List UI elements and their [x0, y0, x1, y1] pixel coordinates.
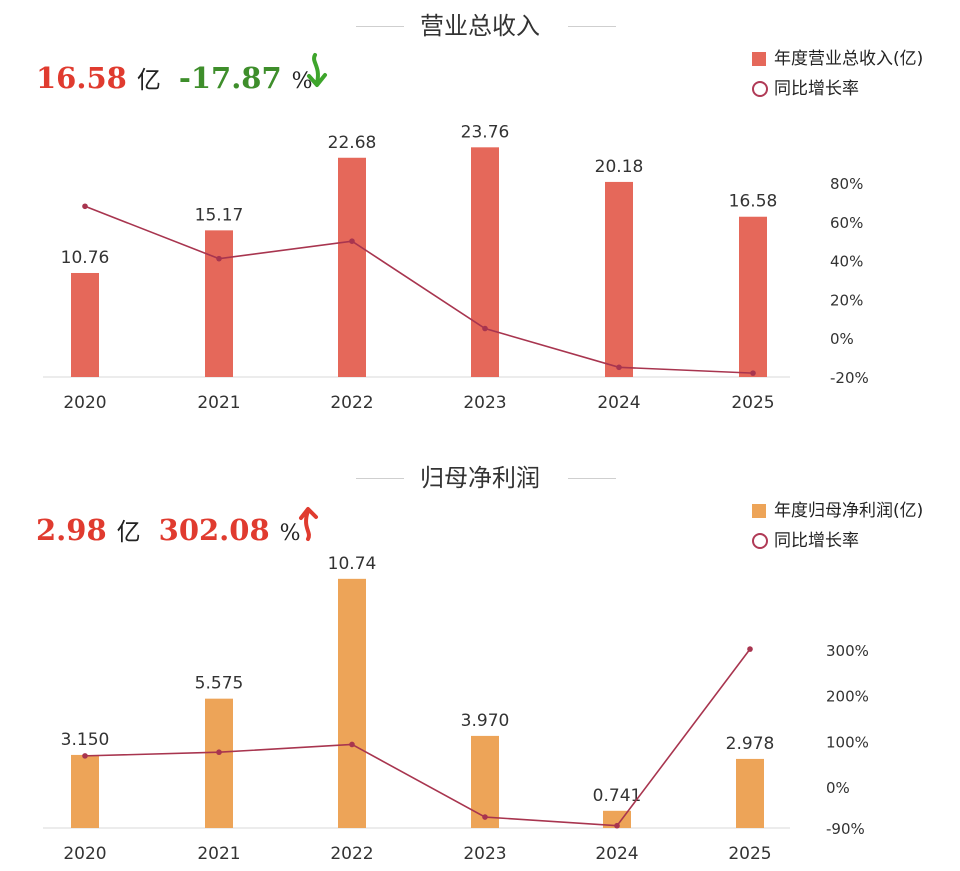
down-arrow-icon — [307, 53, 327, 87]
y2-tick-label: 0% — [830, 330, 854, 348]
growth-line — [84, 205, 754, 374]
y2-tick-label: 40% — [830, 253, 863, 271]
growth-point — [614, 822, 620, 829]
legend-line-label: 同比增长率 — [774, 531, 859, 551]
kpi-value: 16.58 — [36, 61, 127, 95]
up-arrow-icon — [299, 507, 318, 541]
revenue-title-row: 营业总收入 — [0, 6, 960, 46]
legend-item-line: 同比增长率 — [752, 526, 923, 556]
x-tick-label: 2024 — [597, 393, 640, 413]
bar — [71, 272, 99, 377]
bar-data-label: 0.741 — [593, 786, 642, 806]
x-tick-label: 2020 — [63, 393, 106, 413]
legend-bar-label: 年度归母净利润(亿) — [774, 501, 924, 521]
profit-kpi: 2.98 亿 302.08% — [36, 512, 301, 547]
x-tick-label: 2023 — [463, 844, 506, 864]
growth-point — [349, 238, 355, 244]
legend-bar-label: 年度营业总收入(亿) — [774, 49, 924, 69]
revenue-legend: 年度营业总收入(亿) 同比增长率 — [752, 44, 923, 104]
legend-line-swatch — [752, 81, 768, 97]
growth-point — [349, 741, 355, 748]
y2-tick-label: 20% — [830, 291, 863, 309]
growth-point — [482, 814, 488, 820]
growth-line — [84, 648, 751, 827]
legend-line-swatch — [752, 533, 768, 549]
growth-point — [616, 364, 622, 371]
legend-item-bar: 年度归母净利润(亿) — [752, 496, 923, 526]
bar — [739, 216, 767, 377]
y2-tick-label: -90% — [826, 820, 865, 838]
revenue-panel: 营业总收入 16.58 亿 -17.87% 年度营业总收入(亿) 同比增长率 10.… — [0, 0, 960, 430]
kpi-unit: 亿 — [116, 518, 141, 546]
bar-data-label: 5.575 — [195, 674, 244, 694]
bar-data-label: 10.74 — [328, 554, 377, 574]
x-tick-label: 2021 — [197, 844, 240, 864]
x-tick-label: 2022 — [330, 393, 373, 413]
x-tick-label: 2023 — [463, 393, 506, 413]
legend-bar-swatch — [752, 504, 766, 518]
bar — [205, 230, 233, 377]
profit-chart: 3.150 5.575 10.74 3.970 0.741 2.978 2020 2021 20… — [43, 554, 869, 864]
page-title: 归母净利润 — [420, 464, 540, 492]
growth-point — [482, 325, 488, 332]
legend-line-label: 同比增长率 — [774, 79, 859, 99]
title-divider-left — [356, 26, 404, 27]
bar — [205, 698, 233, 828]
bar — [71, 754, 99, 828]
y2-tick-label: -20% — [830, 369, 869, 387]
x-tick-label: 2025 — [728, 844, 771, 864]
bar — [338, 157, 366, 377]
bar — [471, 147, 499, 377]
profit-legend: 年度归母净利润(亿) 同比增长率 — [752, 496, 923, 556]
bar-data-label: 20.18 — [595, 157, 644, 177]
title-divider-right — [568, 478, 616, 479]
growth-point — [750, 370, 756, 376]
page-title: 营业总收入 — [420, 12, 540, 40]
legend-bar-swatch — [752, 52, 766, 66]
y2-tick-label: 60% — [830, 214, 863, 232]
x-tick-label: 2022 — [330, 844, 373, 864]
growth-point — [82, 203, 88, 210]
title-divider-left — [356, 478, 404, 479]
bar-data-label: 15.17 — [195, 205, 244, 225]
legend-item-bar: 年度营业总收入(亿) — [752, 44, 923, 74]
kpi-change: -17.87 — [178, 61, 282, 95]
growth-point — [216, 749, 222, 756]
bar — [338, 578, 366, 828]
legend-item-line: 同比增长率 — [752, 74, 923, 104]
bar-data-label: 22.68 — [328, 133, 377, 153]
bar-data-label: 3.150 — [61, 730, 110, 750]
profit-panel: 归母净利润 2.98 亿 302.08% 年度归母净利润(亿) 同比增长率 3.15… — [0, 430, 960, 871]
growth-point — [82, 753, 88, 759]
profit-title-row: 归母净利润 — [0, 458, 960, 498]
bar-data-label: 10.76 — [61, 248, 110, 268]
title-divider-right — [568, 26, 616, 27]
y2-tick-label: 200% — [826, 688, 869, 706]
kpi-value: 2.98 — [36, 513, 107, 547]
x-tick-label: 2021 — [197, 393, 240, 413]
bar — [605, 181, 633, 377]
y2-tick-label: 0% — [826, 779, 850, 797]
growth-point — [216, 255, 222, 262]
bar-data-label: 3.970 — [461, 711, 510, 731]
bar — [736, 758, 764, 828]
revenue-chart: 10.76 15.17 22.68 23.76 20.18 16.58 2020 2021 20… — [43, 122, 869, 413]
y2-tick-label: 300% — [826, 642, 869, 660]
bar-data-label: 16.58 — [729, 192, 778, 212]
y2-tick-label: 100% — [826, 733, 869, 751]
growth-point — [747, 646, 753, 652]
bar — [471, 735, 499, 828]
kpi-change-unit: % — [279, 521, 301, 546]
bar-data-label: 23.76 — [461, 122, 510, 142]
x-tick-label: 2024 — [595, 844, 638, 864]
bar-data-label: 2.978 — [726, 734, 775, 754]
x-tick-label: 2020 — [63, 844, 106, 864]
y2-tick-label: 80% — [830, 175, 863, 193]
kpi-unit: 亿 — [136, 66, 161, 94]
x-tick-label: 2025 — [731, 393, 774, 413]
kpi-change: 302.08 — [158, 513, 270, 547]
